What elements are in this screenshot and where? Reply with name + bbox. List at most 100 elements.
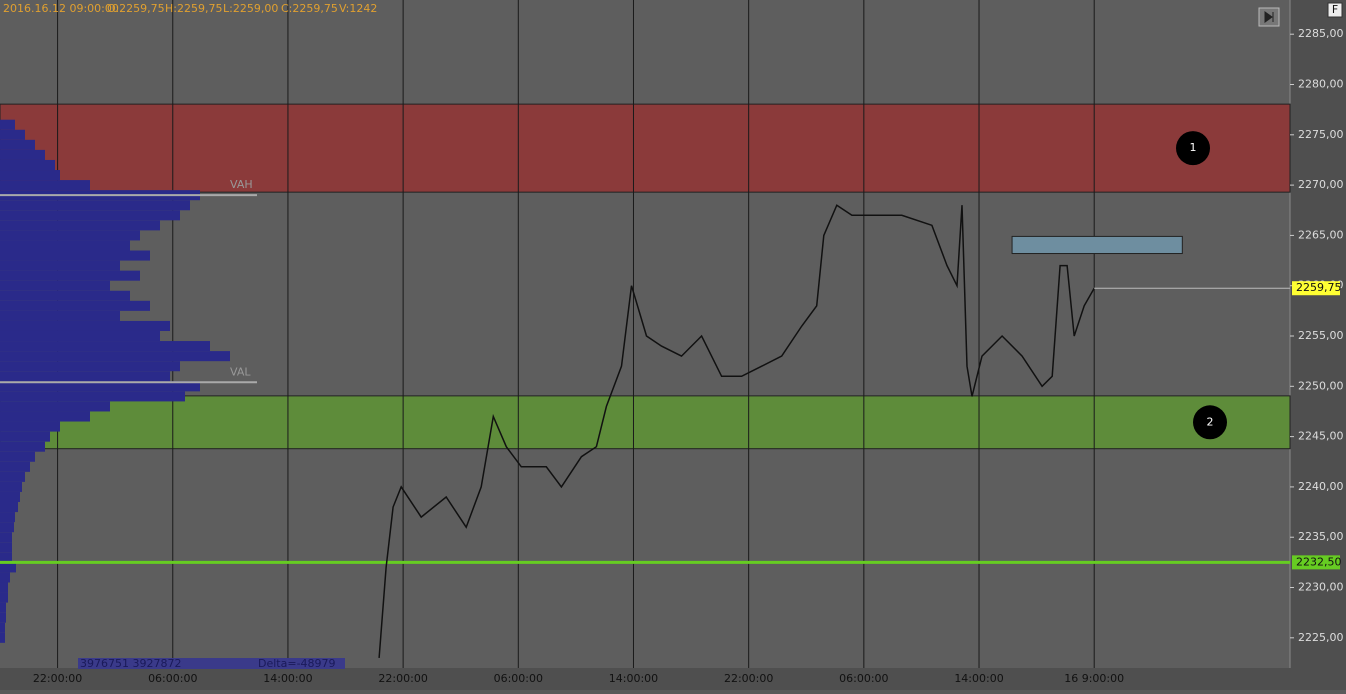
profile-bar (0, 622, 5, 633)
profile-bar (0, 310, 120, 321)
x-tick-label: 22:00:00 (378, 672, 427, 685)
price-axis (1290, 0, 1346, 690)
ohlc-text: 2016.16.12 09:00:00 (3, 2, 119, 15)
zone-marker (1193, 405, 1227, 440)
profile-bar (0, 572, 10, 583)
profile-bar (0, 210, 180, 221)
price-tag (1292, 281, 1340, 296)
profile-bar (0, 532, 12, 543)
profile-bar (0, 481, 22, 492)
profile-bar (0, 401, 110, 412)
footer-box (78, 658, 345, 669)
level-label: VAH (230, 178, 253, 191)
profile-bar (0, 220, 160, 231)
profile-bar (0, 300, 150, 311)
ohlc-text: C:2259,75 (281, 2, 338, 15)
profile-bar (0, 461, 30, 472)
time-axis (0, 668, 1346, 690)
profile-bar (0, 240, 130, 251)
profile-bar (0, 260, 120, 271)
footer-text: 3976751 3927872 (80, 657, 181, 670)
profile-bar (0, 351, 230, 362)
profile-bar (0, 139, 35, 150)
y-tick-label: 2255,00 (1298, 329, 1344, 342)
y-tick-label: 2245,00 (1298, 430, 1344, 443)
profile-bar (0, 129, 25, 140)
ohlc-text: O:2259,75 (107, 2, 165, 15)
level-label: VAL (230, 365, 251, 378)
y-tick-label: 2235,00 (1298, 530, 1344, 543)
profile-bar (0, 441, 45, 452)
profile-bar (0, 431, 50, 442)
x-tick-label: 14:00:00 (954, 672, 1003, 685)
profile-bar (0, 290, 130, 301)
profile-bar (0, 180, 90, 191)
profile-bar (0, 341, 210, 352)
profile-bar (0, 612, 6, 623)
y-tick-label: 2240,00 (1298, 480, 1344, 493)
x-tick-label: 16 9:00:00 (1064, 672, 1124, 685)
y-tick-label: 2285,00 (1298, 27, 1344, 40)
x-tick-label: 14:00:00 (609, 672, 658, 685)
y-tick-label: 2265,00 (1298, 228, 1344, 241)
profile-bar (0, 270, 140, 281)
profile-bar (0, 320, 170, 331)
profile-bar (0, 250, 150, 261)
profile-bar (0, 632, 5, 643)
skip-icon (1264, 11, 1274, 23)
profile-bar (0, 592, 8, 603)
f-button[interactable] (1327, 2, 1343, 18)
profile-bar (0, 421, 60, 432)
y-tick-label: 2250,00 (1298, 379, 1344, 392)
profile-bar (0, 280, 110, 291)
profile-bar (0, 149, 45, 160)
profile-bar (0, 502, 18, 513)
support-label: 2232,50 (1296, 555, 1342, 568)
profile-bar (0, 471, 25, 482)
footer-text: Delta=-48979 (258, 657, 336, 670)
profile-bar (0, 582, 8, 593)
zone-marker (1176, 131, 1210, 166)
profile-bar (0, 562, 16, 573)
zone-marker-label: 2 (1207, 415, 1214, 428)
y-tick-label: 2280,00 (1298, 78, 1344, 91)
profile-bar (0, 602, 6, 613)
profile-bar (0, 542, 12, 553)
x-tick-label: 22:00:00 (33, 672, 82, 685)
profile-bar (0, 411, 90, 422)
box-zone (1011, 235, 1183, 255)
profile-bar (0, 491, 20, 503)
x-tick-label: 06:00:00 (839, 672, 888, 685)
ohlc-text: V:1242 (339, 2, 377, 15)
profile-bar (0, 451, 35, 462)
x-tick-label: 06:00:00 (148, 672, 197, 685)
profile-bar (0, 522, 14, 533)
profile-bar (0, 330, 160, 342)
zone (0, 395, 1291, 450)
profile-bar (0, 200, 190, 211)
x-tick-label: 14:00:00 (263, 672, 312, 685)
profile-bar (0, 119, 15, 130)
last-price-label: 2259,75 (1296, 281, 1342, 294)
profile-bar (0, 552, 12, 563)
x-tick-label: 22:00:00 (724, 672, 773, 685)
y-tick-label: 2275,00 (1298, 128, 1344, 141)
zone-marker-label: 1 (1190, 141, 1197, 154)
x-tick-label: 06:00:00 (494, 672, 543, 685)
price-line (378, 204, 1095, 658)
profile-bar (0, 381, 200, 392)
profile-bar (0, 361, 180, 372)
price-tag (1292, 555, 1340, 570)
f-button-label[interactable]: F (1332, 3, 1338, 16)
plot-area (0, 0, 1290, 668)
profile-bar (0, 512, 15, 523)
profile-bar (0, 230, 140, 241)
profile-bar (0, 159, 55, 171)
zone (0, 103, 1291, 193)
profile-bar (0, 371, 170, 382)
profile-bar (0, 391, 185, 402)
ohlc-text: L:2259,00 (223, 2, 278, 15)
y-tick-label: 2230,00 (1298, 581, 1344, 594)
